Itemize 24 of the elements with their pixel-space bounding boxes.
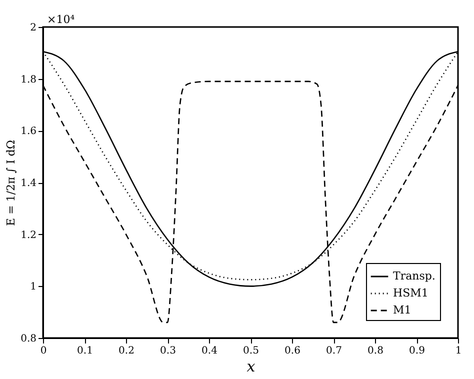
x-tick-label: 0.1 [77, 346, 93, 356]
x-axis-title: x [246, 358, 256, 376]
y-tick-label: 1 [30, 282, 36, 293]
x-tick-label: 0 [40, 346, 47, 356]
y-axis-title: E = 1/2π ∫ I dΩ [4, 140, 18, 226]
x-tick-label: 0.9 [409, 346, 425, 356]
y-tick-label: 0.8 [20, 334, 36, 344]
x-tick-label: 0.3 [160, 346, 176, 356]
x-tick-label: 0.2 [118, 346, 134, 356]
y-tick-label: 1.8 [20, 74, 36, 86]
x-tick-label: 0.4 [202, 346, 218, 356]
text: ×10⁴ [47, 13, 76, 26]
x-tick-label: 0.6 [284, 346, 300, 356]
y-tick-label: 2 [30, 22, 36, 34]
legend-label: Transp. [393, 270, 436, 282]
legend-label: M1 [393, 304, 412, 316]
y-tick-label: 1.2 [20, 230, 36, 241]
y-tick-label: 1.4 [20, 178, 36, 189]
x-tick-label: 0.5 [243, 346, 259, 356]
x-tick-label: 0.7 [326, 346, 342, 356]
x-tick-label: 0.8 [368, 346, 384, 356]
y-tick-label: 1.6 [20, 126, 36, 138]
legend-label: HSM1 [393, 286, 428, 300]
x-tick-label: 1 [455, 346, 462, 356]
